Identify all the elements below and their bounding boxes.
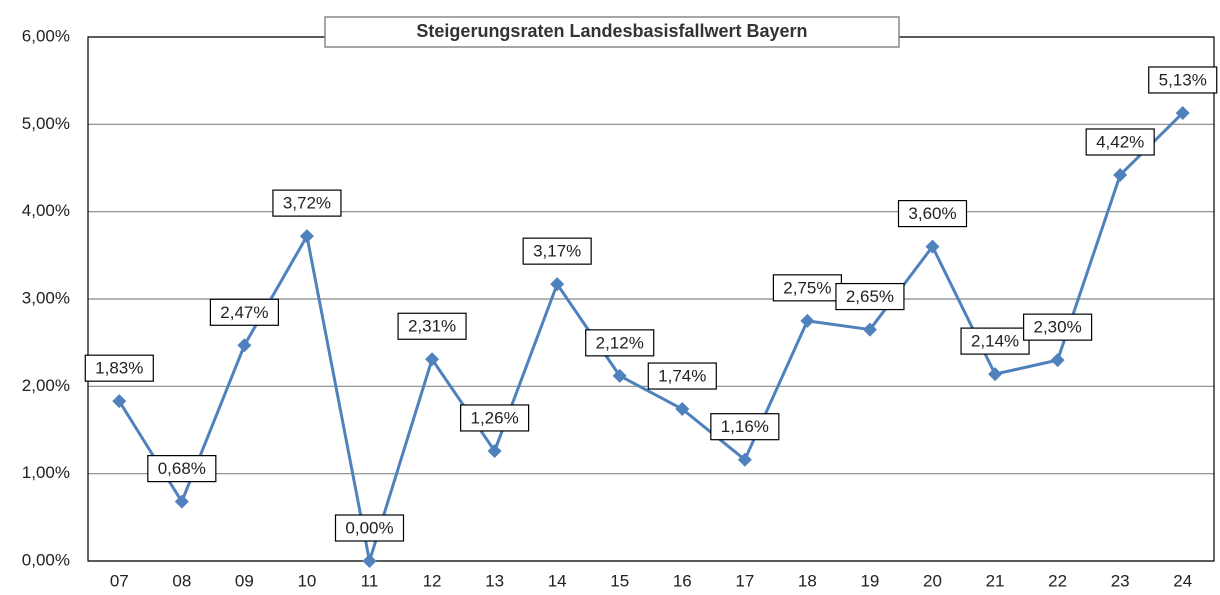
data-label: 5,13%: [1159, 70, 1207, 89]
data-label-box: [84, 354, 154, 382]
chart-title: Steigerungsraten Landesbasisfallwert Bay…: [416, 21, 807, 41]
data-label: 0,00%: [345, 518, 393, 537]
data-label-box: [835, 282, 905, 311]
data-label-box: [334, 514, 405, 542]
data-point: [925, 239, 940, 254]
x-tick-label: 13: [485, 571, 504, 590]
x-tick-label: 16: [673, 571, 692, 590]
x-tick-label: 20: [923, 571, 942, 590]
data-label-box: [1023, 313, 1093, 341]
data-label-box: [960, 327, 1030, 355]
x-tick-label: 21: [986, 571, 1005, 590]
data-line: [118, 111, 1184, 563]
x-tick-label: 10: [297, 571, 316, 590]
data-label-box: [272, 189, 342, 217]
data-label: 3,17%: [533, 242, 581, 261]
data-point: [862, 322, 877, 337]
data-point: [612, 368, 627, 383]
y-tick-label: 5,00%: [22, 114, 70, 133]
data-point: [362, 554, 377, 568]
data-label-box: [209, 298, 279, 326]
data-point: [800, 313, 815, 328]
data-label: 2,12%: [596, 333, 644, 352]
data-label: 2,65%: [846, 287, 894, 306]
data-point: [550, 277, 565, 292]
data-label: 1,83%: [95, 359, 143, 378]
data-point: [174, 494, 189, 509]
y-tick-label: 1,00%: [22, 463, 70, 482]
data-point: [1175, 105, 1190, 120]
data-label-box: [147, 455, 217, 483]
data-label-box: [460, 404, 530, 432]
x-tick-label: 11: [361, 571, 379, 590]
data-point: [1050, 353, 1065, 368]
x-tick-label: 17: [735, 571, 754, 590]
x-tick-label: 19: [860, 571, 879, 590]
data-label-box: [897, 200, 968, 228]
data-label: 0,68%: [158, 459, 206, 478]
y-tick-label: 2,00%: [22, 376, 70, 395]
data-label: 3,72%: [283, 194, 331, 213]
data-label-box: [1148, 66, 1218, 94]
data-label-box: [585, 329, 655, 357]
data-label: 1,16%: [721, 417, 769, 436]
x-tick-label: 12: [423, 571, 442, 590]
data-point: [1113, 167, 1128, 182]
x-tick-label: 23: [1111, 571, 1130, 590]
data-label: 2,14%: [971, 332, 1019, 351]
x-tick-label: 24: [1173, 571, 1192, 590]
data-point: [425, 352, 440, 367]
data-point: [675, 402, 690, 417]
data-label: 2,47%: [220, 303, 268, 322]
data-point: [237, 338, 252, 353]
y-tick-label: 0,00%: [22, 550, 70, 569]
x-tick-label: 14: [548, 571, 567, 590]
data-label: 4,42%: [1096, 132, 1144, 151]
y-tick-label: 4,00%: [22, 201, 70, 220]
data-label-box: [522, 237, 592, 265]
x-tick-label: 22: [1048, 571, 1067, 590]
data-point: [487, 443, 502, 458]
data-label: 2,75%: [783, 278, 831, 297]
data-label-box: [647, 362, 717, 390]
y-tick-label: 6,00%: [22, 26, 70, 45]
data-point: [112, 394, 127, 409]
data-label: 1,26%: [471, 408, 519, 427]
x-tick-label: 07: [110, 571, 129, 590]
data-label-box: [1085, 128, 1155, 156]
data-label-box: [710, 413, 780, 441]
data-point: [737, 452, 752, 467]
marks: 1,83% 0,68% 2,47% 3,72% 0,00% 2,31% 1,26% 3,17%…: [84, 66, 1218, 568]
y-tick-label: 3,00%: [22, 288, 70, 307]
data-label: 3,60%: [908, 204, 956, 223]
x-tick-label: 15: [610, 571, 629, 590]
x-tick-label: 09: [235, 571, 254, 590]
data-label: 2,30%: [1034, 318, 1082, 337]
data-label: 2,31%: [408, 317, 456, 336]
x-tick-label: 18: [798, 571, 817, 590]
data-label-box: [397, 312, 467, 340]
data-point: [988, 367, 1003, 382]
title-box: [324, 16, 900, 48]
data-point: [299, 229, 314, 244]
x-tick-label: 08: [172, 571, 191, 590]
data-label: 1,74%: [658, 367, 706, 386]
